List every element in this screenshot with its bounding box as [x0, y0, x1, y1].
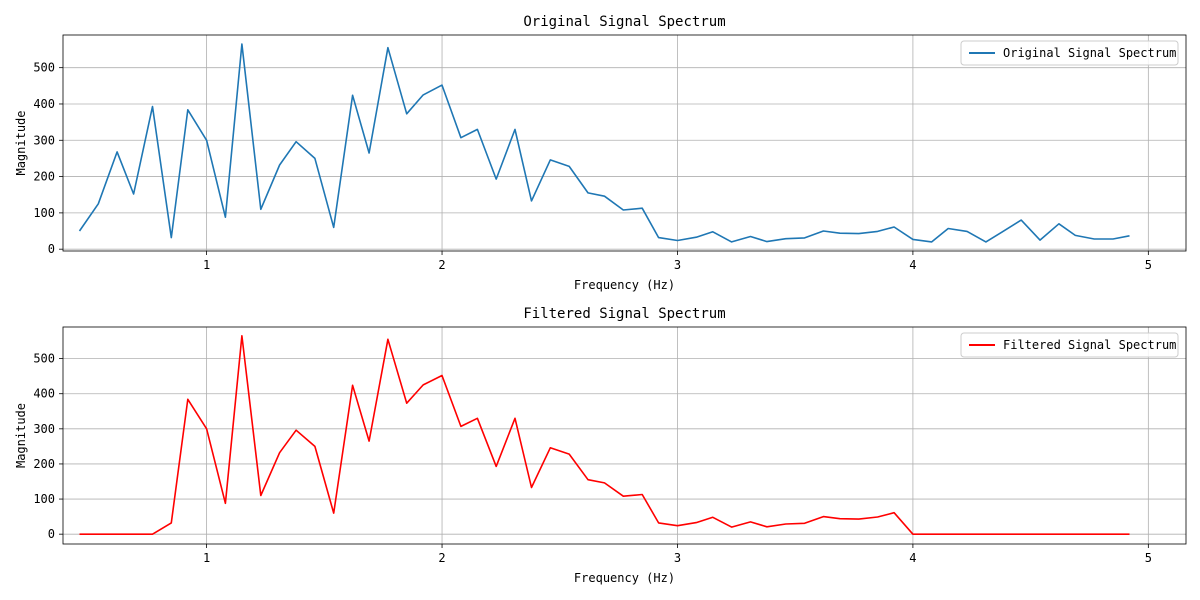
y-tick-label: 300	[33, 133, 55, 147]
x-tick-label: 2	[438, 551, 445, 565]
series-line-1	[78, 43, 1130, 243]
x-tick-label: 1	[203, 551, 210, 565]
chart-title: Original Signal Spectrum	[523, 14, 725, 30]
legend: Filtered Signal Spectrum	[960, 332, 1179, 358]
y-tick-label: 300	[33, 422, 55, 436]
legend: Original Signal Spectrum	[960, 40, 1179, 66]
y-tick-label: 0	[48, 527, 55, 541]
y-tick-label: 500	[33, 61, 55, 75]
plot-area	[62, 34, 1187, 252]
y-tick-label: 0	[48, 242, 55, 256]
x-tick-label: 5	[1145, 258, 1152, 272]
y-tick-label: 500	[33, 352, 55, 366]
y-tick-label: 400	[33, 387, 55, 401]
y-tick-label: 200	[33, 457, 55, 471]
legend-box	[960, 40, 1179, 66]
legend-box	[960, 332, 1179, 358]
y-tick-label: 100	[33, 492, 55, 506]
x-tick-label: 5	[1145, 551, 1152, 565]
x-tick-label: 3	[674, 551, 681, 565]
x-tick-label: 4	[909, 258, 916, 272]
legend-label: Original Signal Spectrum	[1003, 46, 1176, 60]
y-axis-label: Magnitude	[14, 403, 28, 468]
y-tick-label: 400	[33, 97, 55, 111]
chart-panel-2: 1 2 3 4 5 0 100 200 300 400 500 Filtered Signal Spe…	[14, 306, 1187, 585]
x-axis-label: Frequency (Hz)	[574, 571, 675, 585]
x-tick-label: 1	[203, 258, 210, 272]
series-line-1	[79, 334, 1130, 536]
legend-label: Filtered Signal Spectrum	[1003, 338, 1176, 352]
chart-title: Filtered Signal Spectrum	[523, 306, 725, 322]
y-tick-label: 100	[33, 206, 55, 220]
y-tick-label: 200	[33, 170, 55, 184]
y-axis-label: Magnitude	[14, 110, 28, 175]
x-tick-label: 3	[674, 258, 681, 272]
x-tick-label: 2	[438, 258, 445, 272]
chart-panel-1: 1 2 3 4 5 0 100 200 300 400 500 Original Signal Spe…	[14, 14, 1187, 292]
plot-area	[62, 326, 1187, 545]
x-tick-label: 4	[909, 551, 916, 565]
x-axis-label: Frequency (Hz)	[574, 278, 675, 292]
